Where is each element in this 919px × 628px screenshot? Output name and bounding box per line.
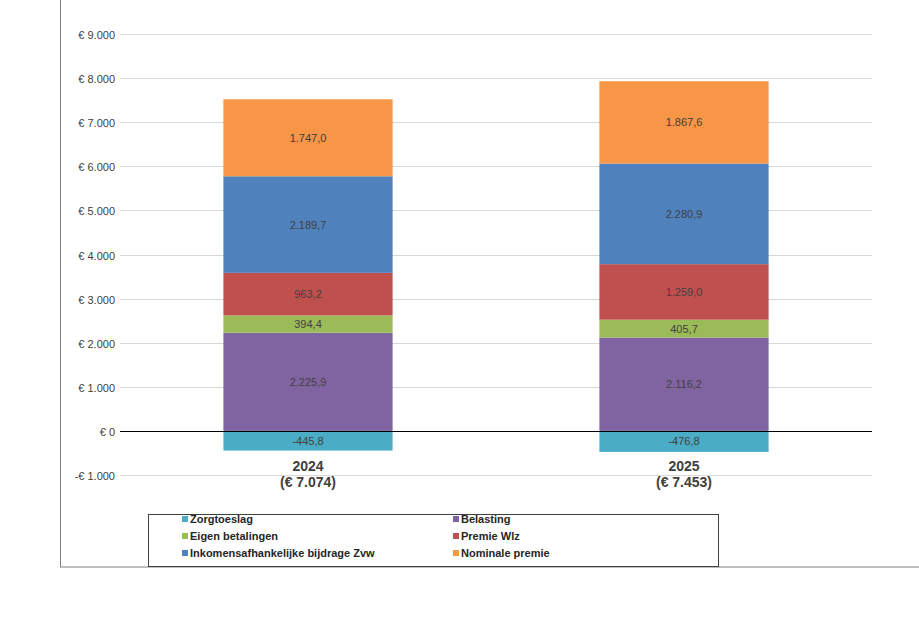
legend-label: Nominale premie — [461, 547, 550, 559]
category-label-line: 2025 — [668, 458, 699, 474]
bar-segment — [599, 164, 768, 265]
grid-line — [120, 78, 872, 79]
grid-line — [120, 34, 872, 35]
tick-label: € 7.000 — [78, 117, 115, 129]
data-label: 1.747,0 — [290, 132, 327, 144]
y-axis: -€ 1.000 € 0 € 1.000 € 2.000 € 3.000 € 4.000 €… — [75, 29, 115, 482]
tick-label: -€ 1.000 — [75, 470, 115, 482]
legend-label: Inkomensafhankelijke bijdrage Zvw — [190, 547, 375, 559]
category-label-line: (€ 7.074) — [280, 474, 336, 490]
tick-label: € 2.000 — [78, 338, 115, 350]
bar-segment — [223, 431, 392, 451]
bar-segment — [599, 320, 768, 338]
bar-segment — [599, 264, 768, 320]
tick-label: € 4.000 — [78, 250, 115, 262]
tick-label: € 8.000 — [78, 73, 115, 85]
data-label: -476,8 — [668, 435, 699, 447]
legend-swatch — [182, 550, 188, 556]
category-label: 2024(€ 7.074) — [280, 458, 336, 490]
tick-label: € 5.000 — [78, 205, 115, 217]
bar-segment — [223, 176, 392, 273]
data-label: 2.116,2 — [666, 378, 702, 390]
legend-label: Premie Wlz — [461, 530, 520, 542]
data-label: 405,7 — [670, 323, 698, 335]
data-label: -445,8 — [292, 435, 323, 447]
data-label: 2.280,9 — [666, 208, 703, 220]
tick-label: € 3.000 — [78, 294, 115, 306]
category-label: 2025(€ 7.453) — [656, 458, 712, 490]
bar-segment — [599, 431, 768, 452]
tick-label: € 0 — [100, 426, 115, 438]
legend-label: Eigen betalingen — [190, 530, 278, 542]
tick-label: € 6.000 — [78, 161, 115, 173]
bar-segment — [223, 333, 392, 431]
legend-swatch — [182, 516, 188, 522]
bar-segment — [223, 273, 392, 315]
x-axis: 2024(€ 7.074) 2025(€ 7.453) — [280, 458, 712, 490]
category-label-line: (€ 7.453) — [656, 474, 712, 490]
legend-swatch — [453, 516, 459, 522]
bar-segment — [599, 81, 768, 163]
data-label: 2.225,9 — [290, 376, 327, 388]
legend-swatch — [182, 533, 188, 539]
bar-segment — [599, 338, 768, 431]
data-label: 1.867,6 — [666, 116, 703, 128]
data-labels: -445,8 -476,8 2.225,9 2.116,2 394,4 405,7 963,… — [290, 116, 703, 447]
grid — [120, 35, 872, 476]
bar-segment — [223, 315, 392, 332]
legend: Zorgtoeslag Belasting Eigen betalingen Prem… — [149, 513, 719, 567]
data-label: 394,4 — [294, 318, 322, 330]
chart-frame — [61, 0, 919, 567]
grid-line — [120, 475, 872, 476]
bar-segment — [223, 99, 392, 176]
zero-axis-line — [120, 431, 872, 432]
data-label: 1.259,0 — [666, 286, 703, 298]
data-label: 963,2 — [294, 288, 322, 300]
legend-swatch — [453, 533, 459, 539]
bars — [223, 81, 768, 452]
legend-swatch — [453, 550, 459, 556]
tick-label: € 9.000 — [78, 29, 115, 41]
legend-label: Belasting — [461, 513, 511, 525]
category-label-line: 2024 — [292, 458, 323, 474]
chart: -€ 1.000 € 0 € 1.000 € 2.000 € 3.000 € 4.000 €… — [0, 0, 919, 628]
tick-label: € 1.000 — [78, 382, 115, 394]
legend-label: Zorgtoeslag — [190, 513, 253, 525]
data-label: 2.189,7 — [290, 219, 327, 231]
